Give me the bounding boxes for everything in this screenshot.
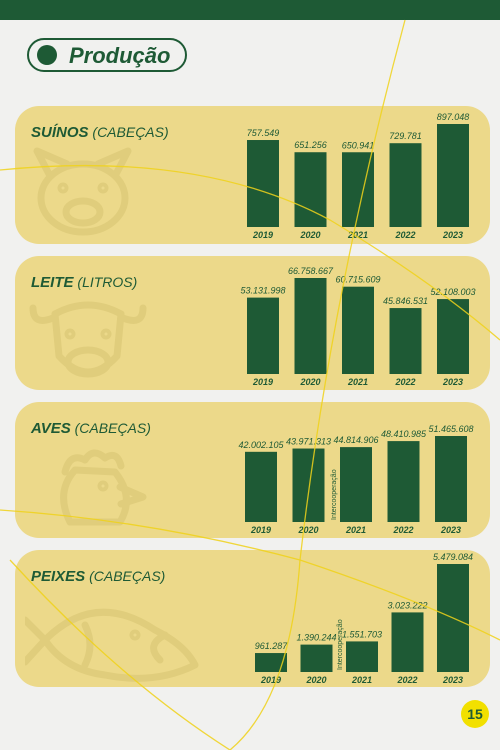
leite-bar-2020 [294, 278, 327, 374]
suinos-bar-2019 [247, 140, 279, 227]
suinos-value-label-2021: 650.941 [342, 140, 375, 150]
suinos-label: SUÍNOS (CABEÇAS) [31, 124, 169, 141]
suinos-year-label-2021: 2021 [347, 230, 368, 240]
peixes-bar-2023 [437, 564, 469, 672]
suinos-value-label-2022: 729.781 [389, 131, 422, 141]
aves-year-label-2023: 2023 [440, 525, 461, 535]
chicken-icon [60, 449, 147, 526]
suinos-name: SUÍNOS [31, 124, 89, 141]
aves-label: AVES (CABEÇAS) [31, 420, 151, 437]
leite-year-label-2020: 2020 [299, 377, 320, 387]
leite-value-label-2019: 53.131.998 [240, 286, 285, 296]
aves-value-label-2021: 44.814.906 [333, 435, 378, 445]
aves-bar-2019 [245, 451, 277, 522]
leite-bar-2019 [247, 297, 279, 374]
page-number-badge: 15 [461, 700, 489, 728]
aves-bar-2023 [435, 436, 467, 522]
leite-bar-2023 [437, 299, 469, 374]
peixes-bar-2021 [346, 641, 378, 672]
peixes-value-label-2020: 1.390.244 [296, 633, 336, 643]
page-number: 15 [467, 706, 483, 722]
aves-year-label-2020: 2020 [297, 525, 318, 535]
aves-bar-2020 [292, 448, 325, 522]
leite-value-label-2022: 45.846.531 [383, 296, 428, 306]
aves-value-label-2019: 42.002.105 [238, 440, 284, 450]
aves-year-label-2021: 2021 [345, 525, 366, 535]
suinos-bar-2022 [389, 143, 422, 227]
leite-year-label-2021: 2021 [347, 377, 368, 387]
aves-name: AVES [31, 420, 71, 437]
aves-panel: AVES (CABEÇAS) 42.002.105 2019 43.971.313 2… [15, 402, 490, 538]
peixes-year-label-2022: 2022 [396, 675, 417, 685]
peixes-year-label-2023: 2023 [442, 675, 463, 685]
suinos-bar-chart: 757.549 2019 651.256 2020 650.941 2021 729.781… [247, 112, 470, 240]
peixes-year-label-2020: 2020 [305, 675, 326, 685]
suinos-value-label-2020: 651.256 [294, 140, 327, 150]
leite-value-label-2020: 66.758.667 [288, 266, 334, 276]
peixes-bar-2020 [300, 644, 333, 672]
peixes-intercooperacao-note: Intercooperação [337, 619, 344, 670]
peixes-value-label-2023: 5.479.084 [433, 552, 473, 562]
top-bar [0, 0, 500, 20]
page-title: Produção [69, 43, 171, 68]
aves-intercooperacao-note: Intercooperação [331, 469, 338, 520]
suinos-unit: (CABEÇAS) [92, 124, 169, 140]
suinos-bar-2021 [342, 152, 374, 227]
suinos-value-label-2023: 897.048 [437, 112, 470, 122]
suinos-year-label-2023: 2023 [442, 230, 463, 240]
suinos-year-label-2020: 2020 [299, 230, 320, 240]
aves-bar-2021 [340, 447, 372, 522]
suinos-bar-2020 [294, 152, 327, 227]
suinos-panel: SUÍNOS (CABEÇAS) 757.549 2019 651.256 2020 6… [15, 106, 490, 244]
suinos-bar-2023 [437, 124, 469, 227]
peixes-bar-2022 [391, 612, 424, 672]
leite-bar-2022 [389, 308, 422, 374]
aves-value-label-2023: 51.465.608 [428, 424, 473, 434]
leite-bar-chart: 53.131.998 2019 66.758.667 2020 60.715.609 20… [240, 266, 475, 387]
aves-bar-chart: 42.002.105 2019 43.971.313 2020 44.814.906 20… [238, 424, 473, 535]
peixes-value-label-2019: 961.287 [255, 641, 289, 651]
section-title-pill: Produção [27, 38, 187, 72]
peixes-year-label-2021: 2021 [351, 675, 372, 685]
aves-year-label-2019: 2019 [250, 525, 271, 535]
leite-panel: LEITE (LITROS) 53.131.998 2019 66.758.667 2… [15, 256, 490, 390]
peixes-panel: PEIXES (CABEÇAS) 961.287 2019 1.390.244 202… [15, 550, 490, 687]
leite-year-label-2022: 2022 [394, 377, 415, 387]
suinos-year-label-2019: 2019 [252, 230, 273, 240]
suinos-value-label-2019: 757.549 [247, 128, 280, 138]
leite-bar-2021 [342, 286, 374, 374]
aves-unit: (CABEÇAS) [74, 420, 151, 436]
leite-value-label-2021: 60.715.609 [335, 275, 380, 285]
leite-year-label-2023: 2023 [442, 377, 463, 387]
peixes-value-label-2021: 1.551.703 [342, 629, 382, 639]
leite-year-label-2019: 2019 [252, 377, 273, 387]
title-dot-icon [37, 45, 57, 65]
suinos-year-label-2022: 2022 [394, 230, 415, 240]
aves-value-label-2022: 48.410.985 [381, 429, 427, 439]
aves-value-label-2020: 43.971.313 [286, 437, 331, 447]
leite-value-label-2023: 52.108.003 [430, 287, 475, 297]
aves-year-label-2022: 2022 [392, 525, 413, 535]
peixes-year-label-2019: 2019 [260, 675, 281, 685]
peixes-bar-chart: 961.287 2019 1.390.244 2020 1.551.703 2021 Int… [255, 552, 473, 685]
aves-bar-2022 [387, 441, 420, 522]
peixes-bar-2019 [255, 653, 287, 672]
peixes-value-label-2022: 3.023.222 [387, 600, 427, 610]
